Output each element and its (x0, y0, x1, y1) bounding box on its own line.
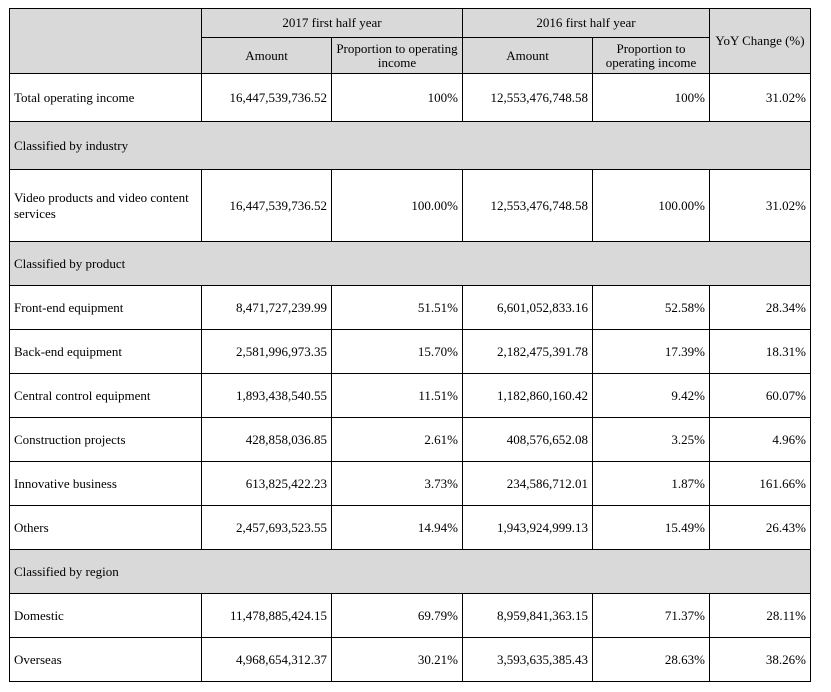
proportion-2017: 100.00% (331, 169, 463, 242)
proportion-2017: 100% (331, 73, 463, 122)
row-label: Innovative business (9, 461, 202, 506)
proportion-2016: 9.42% (592, 373, 710, 418)
amount-2016: 8,959,841,363.15 (462, 593, 593, 638)
table-row: Others 2,457,693,523.55 14.94% 1,943,924… (9, 505, 811, 550)
row-label: Construction projects (9, 417, 202, 462)
amount-2017: 1,893,438,540.55 (201, 373, 332, 418)
amount-2017: 2,457,693,523.55 (201, 505, 332, 550)
proportion-2017: 11.51% (331, 373, 463, 418)
row-label: Central control equipment (9, 373, 202, 418)
table-row: Central control equipment 1,893,438,540.… (9, 373, 811, 418)
amount-2016: 408,576,652.08 (462, 417, 593, 462)
amount-2016: 1,943,924,999.13 (462, 505, 593, 550)
yoy-change: 28.11% (709, 593, 811, 638)
table-row: Back-end equipment 2,581,996,973.35 15.7… (9, 329, 811, 374)
income-table: 2017 first half year 2016 first half yea… (9, 8, 811, 682)
amount-2017: 8,471,727,239.99 (201, 285, 332, 330)
header-2016-period: 2016 first half year (462, 8, 710, 38)
proportion-2016: 100% (592, 73, 710, 122)
table-row: Domestic 11,478,885,424.15 69.79% 8,959,… (9, 593, 811, 638)
section-row: Classified by region (9, 549, 811, 594)
header-2017-proportion: Proportion to operating income (331, 37, 463, 74)
yoy-change: 38.26% (709, 637, 811, 682)
row-label: Back-end equipment (9, 329, 202, 374)
header-2017-period: 2017 first half year (201, 8, 463, 38)
amount-2017: 2,581,996,973.35 (201, 329, 332, 374)
section-row: Classified by industry (9, 121, 811, 170)
proportion-2016: 71.37% (592, 593, 710, 638)
table-row: Front-end equipment 8,471,727,239.99 51.… (9, 285, 811, 330)
row-label: Overseas (9, 637, 202, 682)
amount-2016: 12,553,476,748.58 (462, 169, 593, 242)
proportion-2017: 3.73% (331, 461, 463, 506)
amount-2016: 12,553,476,748.58 (462, 73, 593, 122)
amount-2016: 2,182,475,391.78 (462, 329, 593, 374)
table-row: Innovative business 613,825,422.23 3.73%… (9, 461, 811, 506)
yoy-change: 28.34% (709, 285, 811, 330)
proportion-2016: 52.58% (592, 285, 710, 330)
proportion-2017: 15.70% (331, 329, 463, 374)
yoy-change: 26.43% (709, 505, 811, 550)
table-row: Video products and video content service… (9, 169, 811, 242)
proportion-2016: 17.39% (592, 329, 710, 374)
header-yoy: YoY Change (%) (709, 8, 811, 74)
proportion-2017: 51.51% (331, 285, 463, 330)
yoy-change: 31.02% (709, 73, 811, 122)
section-region: Classified by region (9, 549, 811, 594)
table-row: Total operating income 16,447,539,736.52… (9, 73, 811, 122)
amount-2016: 3,593,635,385.43 (462, 637, 593, 682)
header-blank (9, 8, 202, 74)
row-label: Video products and video content service… (9, 169, 202, 242)
amount-2016: 1,182,860,160.42 (462, 373, 593, 418)
proportion-2017: 30.21% (331, 637, 463, 682)
table-row: Overseas 4,968,654,312.37 30.21% 3,593,6… (9, 637, 811, 682)
header-2017-amount: Amount (201, 37, 332, 74)
row-label: Total operating income (9, 73, 202, 122)
proportion-2016: 15.49% (592, 505, 710, 550)
table-row: Construction projects 428,858,036.85 2.6… (9, 417, 811, 462)
section-row: Classified by product (9, 241, 811, 286)
amount-2017: 613,825,422.23 (201, 461, 332, 506)
proportion-2017: 14.94% (331, 505, 463, 550)
header-2016-proportion: Proportion to operating income (592, 37, 710, 74)
amount-2016: 234,586,712.01 (462, 461, 593, 506)
section-industry: Classified by industry (9, 121, 811, 170)
yoy-change: 161.66% (709, 461, 811, 506)
amount-2017: 11,478,885,424.15 (201, 593, 332, 638)
proportion-2016: 100.00% (592, 169, 710, 242)
amount-2017: 16,447,539,736.52 (201, 73, 332, 122)
proportion-2016: 1.87% (592, 461, 710, 506)
row-label: Others (9, 505, 202, 550)
yoy-change: 4.96% (709, 417, 811, 462)
proportion-2017: 69.79% (331, 593, 463, 638)
proportion-2016: 3.25% (592, 417, 710, 462)
amount-2017: 428,858,036.85 (201, 417, 332, 462)
amount-2016: 6,601,052,833.16 (462, 285, 593, 330)
proportion-2016: 28.63% (592, 637, 710, 682)
proportion-2017: 2.61% (331, 417, 463, 462)
header-2016-amount: Amount (462, 37, 593, 74)
yoy-change: 31.02% (709, 169, 811, 242)
section-product: Classified by product (9, 241, 811, 286)
yoy-change: 60.07% (709, 373, 811, 418)
row-label: Front-end equipment (9, 285, 202, 330)
amount-2017: 4,968,654,312.37 (201, 637, 332, 682)
row-label: Domestic (9, 593, 202, 638)
amount-2017: 16,447,539,736.52 (201, 169, 332, 242)
yoy-change: 18.31% (709, 329, 811, 374)
